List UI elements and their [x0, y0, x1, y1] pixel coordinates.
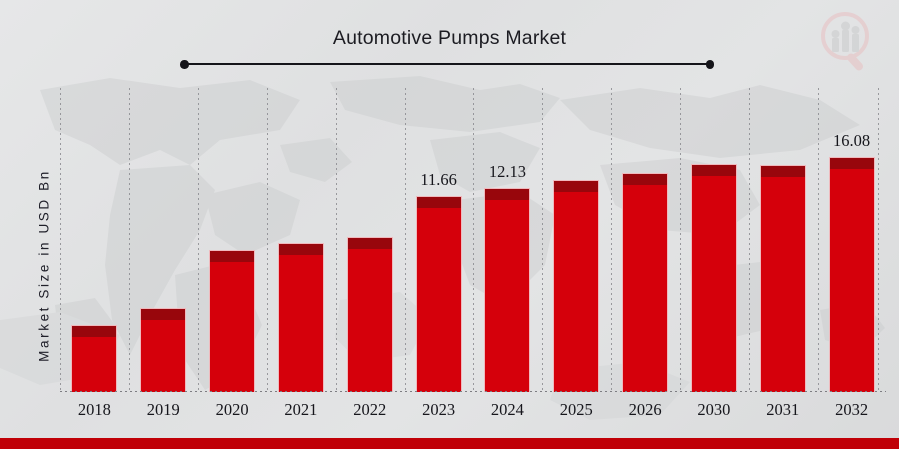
x-axis-label: 2022 — [353, 400, 387, 419]
bar-group[interactable] — [622, 88, 669, 392]
bar[interactable] — [209, 250, 256, 392]
bar-top-cap — [760, 166, 805, 177]
gridline — [198, 88, 200, 392]
gridline — [817, 88, 819, 392]
bar-group[interactable] — [277, 88, 324, 392]
x-axis-label: 2032 — [835, 400, 869, 419]
bar[interactable] — [828, 157, 875, 392]
bar[interactable] — [346, 237, 393, 392]
x-axis-label: 2023 — [422, 400, 456, 419]
bar[interactable] — [415, 196, 462, 392]
gridline — [748, 88, 750, 392]
gridline — [404, 88, 406, 392]
gridline — [473, 88, 475, 392]
brand-logo-icon — [815, 8, 881, 74]
gridline — [129, 88, 131, 392]
bar-group[interactable]: 12.13 — [484, 88, 531, 392]
bar-top-cap — [278, 244, 323, 255]
bar[interactable] — [277, 243, 324, 392]
bar-value-label: 16.08 — [833, 131, 871, 150]
bar[interactable] — [622, 173, 669, 392]
x-axis-label: 2031 — [766, 400, 800, 419]
x-axis-label: 2019 — [146, 400, 180, 419]
gridline — [60, 88, 62, 392]
bar-group[interactable]: 16.08 — [828, 88, 875, 392]
x-axis-labels: 2018 2019 2020 2021 2022 2023 2024 2025 2026 2030… — [60, 400, 886, 426]
x-axis-label: 2021 — [284, 400, 318, 419]
bar-group[interactable] — [553, 88, 600, 392]
x-axis-label: 2018 — [77, 400, 111, 419]
bar-value-label: 12.13 — [488, 162, 526, 181]
rule-dot-right-icon — [705, 60, 714, 69]
title-underline-rule — [180, 60, 714, 69]
bar-top-cap — [829, 158, 874, 169]
bar[interactable] — [140, 308, 187, 392]
rule-dot-left-icon — [180, 60, 189, 69]
bar-group[interactable]: 11.66 — [415, 88, 462, 392]
bar[interactable] — [484, 188, 531, 392]
rule-line — [185, 63, 709, 66]
gridline — [266, 88, 268, 392]
bar[interactable] — [759, 165, 806, 392]
bar-value-label: 11.66 — [420, 170, 457, 189]
bar-top-cap — [485, 189, 530, 200]
x-axis-baseline — [60, 391, 886, 392]
bar[interactable] — [553, 180, 600, 392]
bar-top-cap — [72, 326, 117, 337]
bar-group[interactable] — [71, 88, 118, 392]
x-axis-label: 2030 — [697, 400, 731, 419]
bar-top-cap — [141, 309, 186, 320]
bar[interactable] — [71, 325, 118, 392]
bar-top-cap — [416, 197, 461, 208]
gridline — [335, 88, 337, 392]
bar-top-cap — [347, 238, 392, 249]
bar-top-cap — [623, 174, 668, 185]
x-axis-label: 2024 — [490, 400, 524, 419]
plot-area: 11.66 12.13 16.08 — [60, 88, 886, 392]
gridline — [679, 88, 681, 392]
chart-title: Automotive Pumps Market — [332, 27, 567, 49]
bottom-accent-band — [0, 438, 899, 449]
gridline — [542, 88, 544, 392]
bar-top-cap — [554, 181, 599, 192]
bar-group[interactable] — [690, 88, 737, 392]
gridline — [878, 88, 879, 392]
bar-group[interactable] — [759, 88, 806, 392]
bar-group[interactable] — [140, 88, 187, 392]
gridlines — [60, 88, 886, 392]
y-axis-title: Market Size in USD Bn — [36, 169, 52, 362]
gridline — [611, 88, 613, 392]
bar-group[interactable] — [209, 88, 256, 392]
bar-group[interactable] — [346, 88, 393, 392]
x-axis-label: 2020 — [215, 400, 249, 419]
bar-top-cap — [210, 251, 255, 262]
x-axis-label: 2025 — [559, 400, 593, 419]
bar-top-cap — [691, 165, 736, 176]
bar[interactable] — [690, 164, 737, 392]
x-axis-label: 2026 — [628, 400, 662, 419]
